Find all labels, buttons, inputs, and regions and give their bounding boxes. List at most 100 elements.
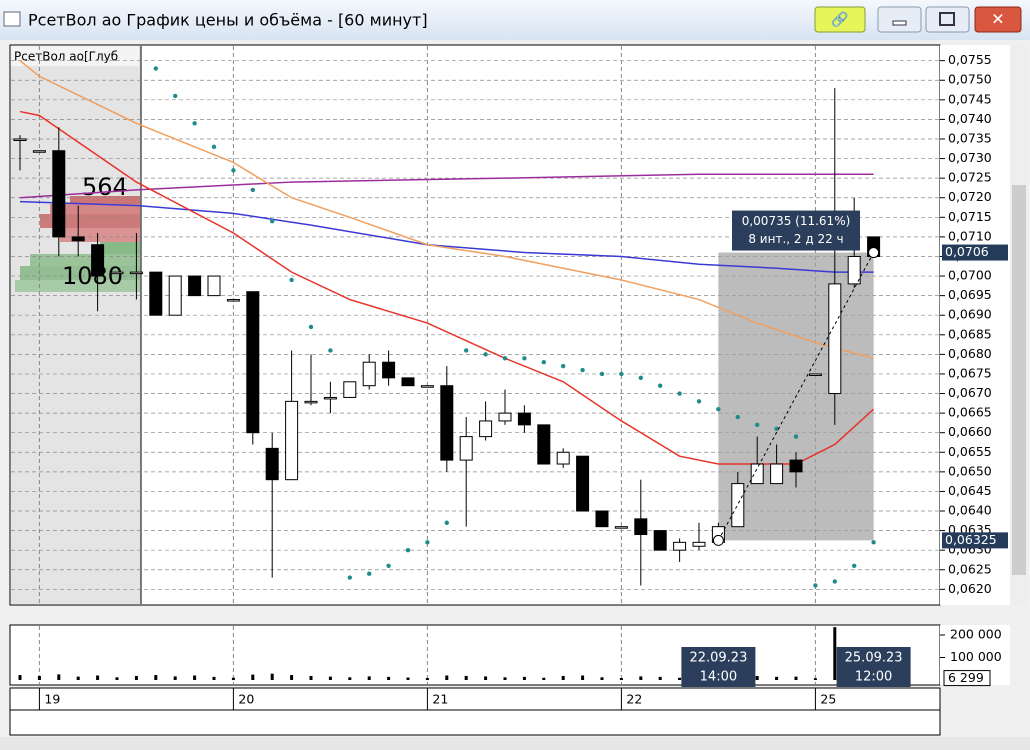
sar-dot <box>483 352 488 357</box>
volume-bar <box>387 676 391 680</box>
date-axis <box>9 687 941 711</box>
profile-bar <box>50 204 140 214</box>
candle-body <box>226 299 240 302</box>
sar-dot <box>813 583 818 588</box>
candle-body <box>304 400 318 404</box>
window-title: РсетВол ао График цены и объёма - [60 ми… <box>28 11 428 30</box>
sar-dot <box>871 540 876 545</box>
volume-bar <box>37 675 41 680</box>
sar-dot <box>677 391 682 396</box>
volume-bar <box>348 677 352 680</box>
y-tick-label: 0,0755 <box>948 52 992 67</box>
candle-body <box>750 463 764 485</box>
sar-dot <box>755 422 760 428</box>
profile-bar <box>70 196 140 204</box>
volume-bar <box>309 675 313 680</box>
measure-line <box>717 252 875 541</box>
indicator-line <box>19 173 874 199</box>
candle-body <box>808 373 822 376</box>
volume-bar <box>522 676 526 680</box>
y-tick-label: 0,0745 <box>948 91 992 106</box>
y-tick-label: 0,0620 <box>948 581 992 596</box>
cursor-date: 25.09.23 <box>845 651 903 666</box>
sar-dot <box>192 121 197 126</box>
volume-bar <box>134 675 138 680</box>
cursor-date: 22.09.23 <box>689 651 747 666</box>
y-tick-label: 0,0725 <box>948 170 992 185</box>
candle-body <box>149 271 163 316</box>
y-tick-label: 0,0640 <box>948 503 992 518</box>
volume-bar <box>484 676 488 680</box>
sar-dot <box>735 414 740 420</box>
volume-panel <box>9 624 941 686</box>
candle-body <box>129 271 143 275</box>
v-scroll-thumb[interactable] <box>1012 185 1026 575</box>
cursor-time: 12:00 <box>855 670 892 685</box>
price-marker-label: 0,0706 <box>945 244 989 259</box>
volume-bar <box>425 677 429 680</box>
volume-bar <box>270 673 274 680</box>
sar-dot <box>561 363 566 369</box>
sar-dot <box>541 360 546 365</box>
measure-point <box>712 534 724 546</box>
sar-dot <box>619 371 624 377</box>
symbol-label: РсетВол ао[Глуб <box>14 50 118 64</box>
volume-bar <box>658 676 662 680</box>
candle-body <box>91 244 105 277</box>
candle-body <box>498 412 512 422</box>
profile-bar <box>20 266 140 280</box>
volume-bar <box>290 675 294 680</box>
volume-bar <box>464 675 468 680</box>
sar-dot <box>270 219 275 224</box>
y-tick-label: 0,0650 <box>948 463 992 478</box>
sar-dot <box>425 540 430 545</box>
y-tick-label: 0,0730 <box>948 150 992 165</box>
y-tick-label: 0,0690 <box>948 307 992 322</box>
link-button[interactable] <box>814 6 866 33</box>
measure-box <box>732 210 860 251</box>
candle-body <box>576 455 590 512</box>
sar-dot <box>328 348 333 353</box>
candle-body <box>692 541 706 547</box>
volume-profile <box>15 196 140 292</box>
y-tick-label: 0,0695 <box>948 287 992 302</box>
candle-body <box>343 381 357 398</box>
sar-dot <box>250 187 255 193</box>
sar-dot <box>599 371 605 377</box>
candle-body <box>32 150 46 153</box>
candle-body <box>110 271 124 275</box>
minimize-button[interactable] <box>877 6 922 33</box>
volume-bar <box>619 677 623 680</box>
measure-detail: 8 инт., 2 д 22 ч <box>748 232 843 246</box>
close-icon: ✕ <box>991 10 1004 29</box>
y-tick-label: 100 000 <box>950 649 1002 664</box>
measure-text: 0,00735 (11.61%) <box>742 214 851 228</box>
y-tick-label: 0,0680 <box>948 346 992 361</box>
candle-body <box>770 463 784 485</box>
volume-bar <box>445 675 449 680</box>
candle-body <box>634 518 648 536</box>
y-tick-label: 0,0720 <box>948 189 992 204</box>
volume-bar <box>154 675 158 680</box>
price-marker <box>942 244 1008 261</box>
volume-bar <box>173 676 177 680</box>
volume-bar <box>542 677 546 680</box>
y-tick-label: 0,0715 <box>948 209 992 224</box>
maximize-button[interactable] <box>925 6 970 33</box>
y-tick-label: 0,0685 <box>948 326 992 341</box>
candle-body <box>246 291 260 434</box>
close-button[interactable] <box>974 6 1022 33</box>
candle-body <box>614 526 628 529</box>
cursor-label-box <box>836 647 911 687</box>
x-tick-label: 20 <box>238 692 254 707</box>
volume-bar <box>678 677 682 680</box>
h-scrollbar[interactable] <box>0 737 1030 750</box>
sar-dot <box>716 406 721 412</box>
profile-bar <box>30 254 140 266</box>
price-axis <box>940 45 1010 605</box>
sar-dot <box>347 575 352 580</box>
volume-bar <box>406 677 410 680</box>
sar-dot <box>774 426 779 431</box>
volume-bar <box>115 677 119 680</box>
x-tick-label: 25 <box>820 692 836 707</box>
